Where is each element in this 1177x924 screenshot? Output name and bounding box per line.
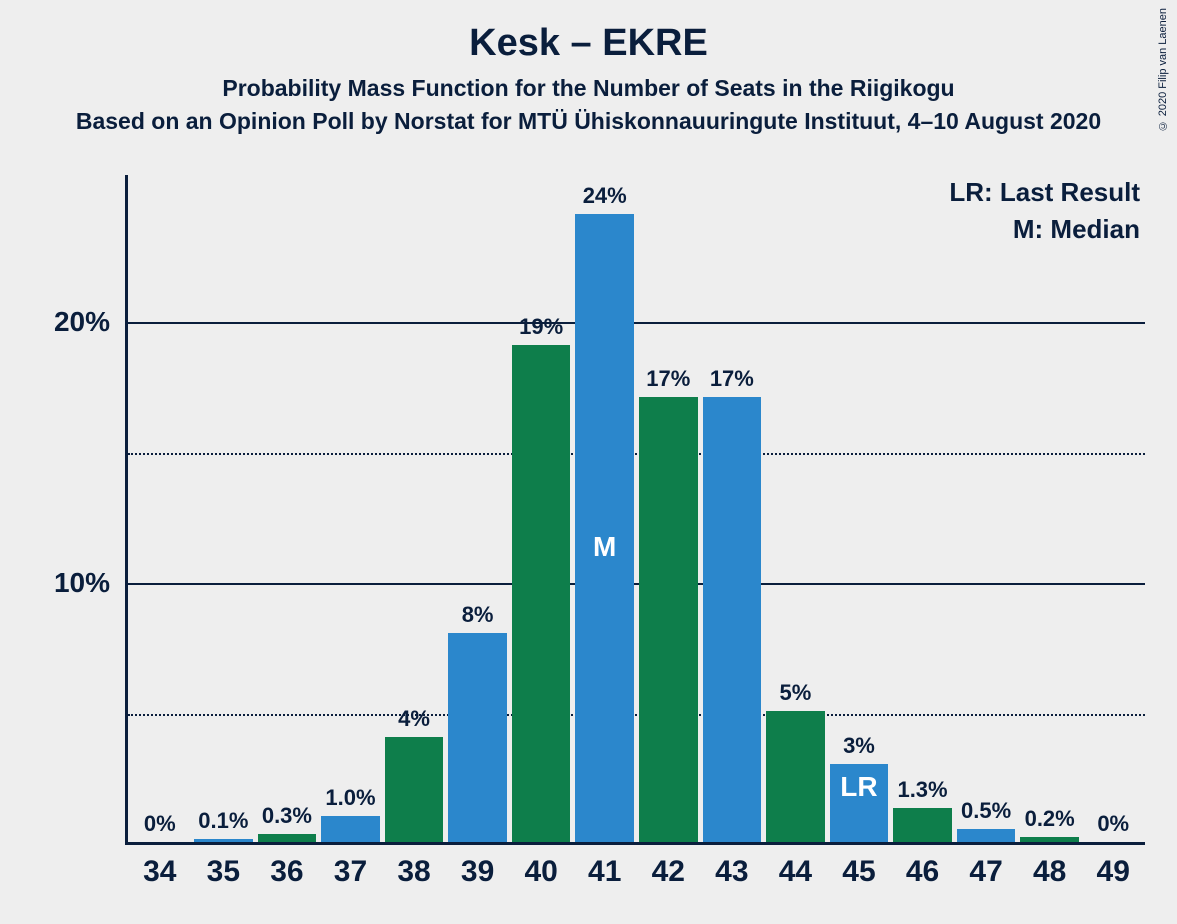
bar	[1020, 837, 1078, 842]
bar	[385, 737, 443, 842]
y-tick-label: 20%	[54, 306, 110, 338]
bar	[321, 816, 379, 842]
x-tick-label: 34	[143, 855, 176, 889]
chart-plot-area: 0% 0.1% 0.3% 1.0% 4% 8% 19% 24% M 17% 17% 5% 3% LR 1.3…	[125, 175, 1145, 845]
bar-value-label: 1.3%	[897, 777, 947, 803]
x-tick-label: 47	[969, 855, 1002, 889]
bar	[512, 345, 570, 842]
bar-value-label: 0.5%	[961, 798, 1011, 824]
bar-value-label: 8%	[462, 602, 494, 628]
bar	[194, 839, 252, 842]
x-tick-label: 46	[906, 855, 939, 889]
bar	[448, 633, 506, 842]
copyright-text: © 2020 Filip van Laenen	[1157, 8, 1169, 131]
plot-region: 0% 0.1% 0.3% 1.0% 4% 8% 19% 24% M 17% 17% 5% 3% LR 1.3…	[125, 175, 1145, 845]
chart-subtitle: Probability Mass Function for the Number…	[0, 65, 1177, 102]
x-axis-line	[125, 842, 1145, 845]
x-tick-label: 40	[524, 855, 557, 889]
bar	[893, 808, 951, 842]
bar-value-label: 1.0%	[325, 785, 375, 811]
bar-value-label: 24%	[583, 183, 627, 209]
legend-lr: LR: Last Result	[949, 177, 1140, 208]
x-tick-label: 38	[397, 855, 430, 889]
bar-value-label: 17%	[646, 366, 690, 392]
bar-value-label: 17%	[710, 366, 754, 392]
last-result-marker: LR	[840, 771, 877, 803]
x-tick-label: 49	[1097, 855, 1130, 889]
bar	[639, 397, 697, 842]
x-tick-label: 44	[779, 855, 812, 889]
gridline	[128, 714, 1145, 716]
x-tick-label: 35	[207, 855, 240, 889]
x-tick-label: 37	[334, 855, 367, 889]
gridline	[128, 453, 1145, 455]
bar-value-label: 5%	[780, 680, 812, 706]
bar-value-label: 3%	[843, 733, 875, 759]
bar-value-label: 0.2%	[1025, 806, 1075, 832]
bar	[575, 214, 633, 842]
bar	[957, 829, 1015, 842]
gridline	[128, 583, 1145, 585]
x-tick-label: 41	[588, 855, 621, 889]
chart-title: Kesk – EKRE	[0, 0, 1177, 65]
bar-value-label: 4%	[398, 706, 430, 732]
x-tick-label: 45	[842, 855, 875, 889]
bar-value-label: 19%	[519, 314, 563, 340]
bar	[766, 711, 824, 842]
bar-value-label: 0.3%	[262, 803, 312, 829]
legend-m: M: Median	[949, 214, 1140, 245]
bar	[703, 397, 761, 842]
bar-value-label: 0%	[144, 811, 176, 837]
x-tick-label: 48	[1033, 855, 1066, 889]
bar	[258, 834, 316, 842]
x-tick-label: 36	[270, 855, 303, 889]
x-tick-label: 42	[652, 855, 685, 889]
y-tick-label: 10%	[54, 567, 110, 599]
chart-subtitle-2: Based on an Opinion Poll by Norstat for …	[0, 102, 1177, 135]
y-axis-line	[125, 175, 128, 845]
bar-value-label: 0%	[1097, 811, 1129, 837]
median-marker: M	[593, 531, 616, 563]
legend: LR: Last Result M: Median	[949, 177, 1140, 251]
bar-value-label: 0.1%	[198, 808, 248, 834]
gridline	[128, 322, 1145, 324]
x-tick-label: 43	[715, 855, 748, 889]
x-tick-label: 39	[461, 855, 494, 889]
